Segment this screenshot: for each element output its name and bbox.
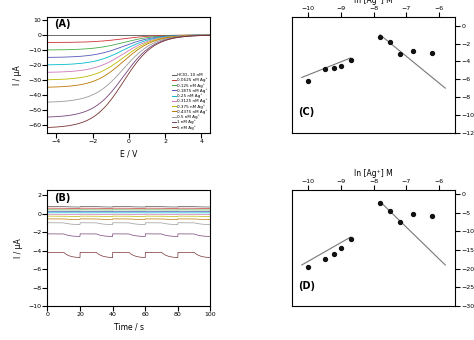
Point <box>386 208 393 214</box>
X-axis label: Time / s: Time / s <box>114 323 144 332</box>
X-axis label: ln [Ag⁺] M: ln [Ag⁺] M <box>354 0 393 5</box>
Point <box>304 78 312 84</box>
Point <box>304 264 312 270</box>
Text: (A): (A) <box>54 19 71 29</box>
Point <box>347 57 355 63</box>
X-axis label: E / V: E / V <box>120 149 137 158</box>
Point <box>321 257 328 262</box>
Point <box>428 213 436 219</box>
Point <box>376 35 384 40</box>
Point <box>321 66 328 71</box>
Y-axis label: I / μA: I / μA <box>13 65 22 85</box>
Point <box>330 65 338 70</box>
Text: (B): (B) <box>54 193 70 203</box>
Legend: HClO₄ 10 nM, 0.0625 nM Ag⁺, 0.125 nM Ag⁺, 0.1875 nM Ag⁺, 0.25 nM Ag⁺, 0.3125 nM : HClO₄ 10 nM, 0.0625 nM Ag⁺, 0.125 nM Ag⁺… <box>172 72 209 131</box>
Y-axis label: I / μA: I / μA <box>14 238 23 258</box>
Text: (D): (D) <box>299 280 316 291</box>
Point <box>396 52 403 57</box>
Point <box>376 201 384 206</box>
Point <box>409 48 417 53</box>
Text: (C): (C) <box>299 107 315 117</box>
Point <box>347 236 355 242</box>
Point <box>409 211 417 216</box>
X-axis label: ln [Ag⁺] M: ln [Ag⁺] M <box>354 169 393 178</box>
Point <box>386 39 393 45</box>
Point <box>396 219 403 225</box>
Point <box>337 245 345 251</box>
Point <box>428 50 436 55</box>
Point <box>337 63 345 69</box>
Point <box>330 251 338 256</box>
